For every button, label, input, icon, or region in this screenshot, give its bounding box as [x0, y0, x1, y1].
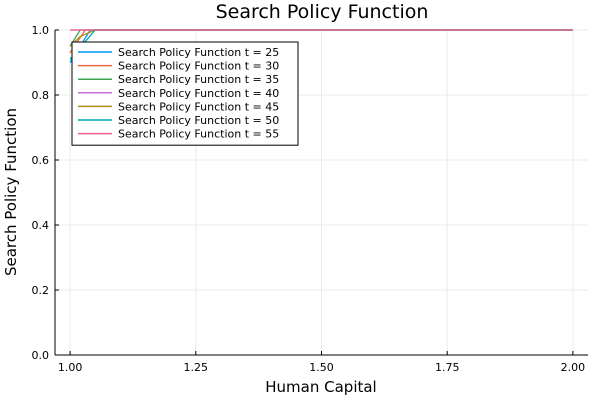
legend-label: Search Policy Function t = 50 [118, 114, 279, 127]
legend-label: Search Policy Function t = 35 [118, 73, 279, 86]
legend-label: Search Policy Function t = 30 [118, 60, 279, 73]
x-tick-label: 2.00 [561, 361, 586, 374]
x-tick-label: 1.00 [58, 361, 83, 374]
y-tick-label: 1.0 [32, 24, 50, 37]
legend-label: Search Policy Function t = 45 [118, 100, 279, 113]
y-tick-label: 0.8 [32, 89, 50, 102]
legend-box [71, 41, 299, 146]
x-tick-label: 1.75 [435, 361, 460, 374]
legend-label: Search Policy Function t = 40 [118, 87, 279, 100]
legend-label: Search Policy Function t = 25 [118, 46, 279, 59]
tick-labels: 1.00 1.25 1.50 1.75 2.00 0.0 0.2 0.4 0.6 0.8 1.0 [32, 24, 586, 374]
y-tick-label: 0.4 [32, 219, 50, 232]
y-tick-label: 0.2 [32, 284, 50, 297]
x-tick-label: 1.50 [309, 361, 334, 374]
x-tick-label: 1.25 [184, 361, 209, 374]
series-layer [69, 29, 573, 63]
y-axis-title: Search Policy Function [2, 108, 20, 276]
y-tick-label: 0.6 [32, 154, 50, 167]
x-axis-title: Human Capital [265, 378, 376, 396]
chart-title: Search Policy Function [216, 1, 429, 23]
legend-label: Search Policy Function t = 55 [118, 128, 279, 141]
axes [54, 29, 588, 356]
y-tick-label: 0.0 [32, 349, 50, 362]
